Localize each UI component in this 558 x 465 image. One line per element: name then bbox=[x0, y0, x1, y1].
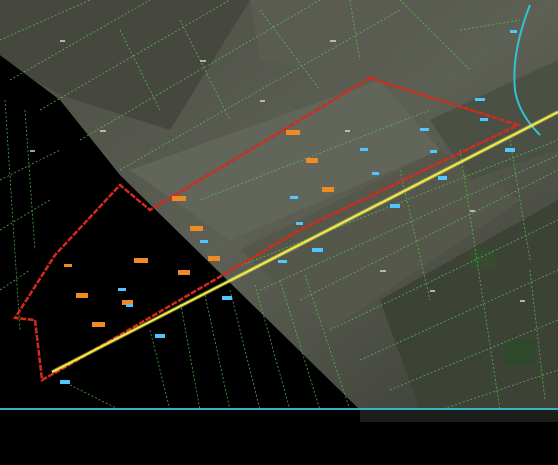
chainage-labels-cyan bbox=[60, 30, 517, 384]
cadastral-parcels bbox=[0, 0, 558, 411]
river bbox=[513, 4, 541, 136]
imagery-edge bbox=[360, 410, 558, 422]
route-centerline[interactable] bbox=[51, 111, 558, 373]
satellite-imagery bbox=[0, 0, 558, 410]
project-boundary bbox=[12, 76, 522, 382]
parcel-labels-orange bbox=[64, 130, 334, 327]
map-annotations bbox=[30, 40, 525, 302]
panel-divider bbox=[0, 408, 558, 410]
